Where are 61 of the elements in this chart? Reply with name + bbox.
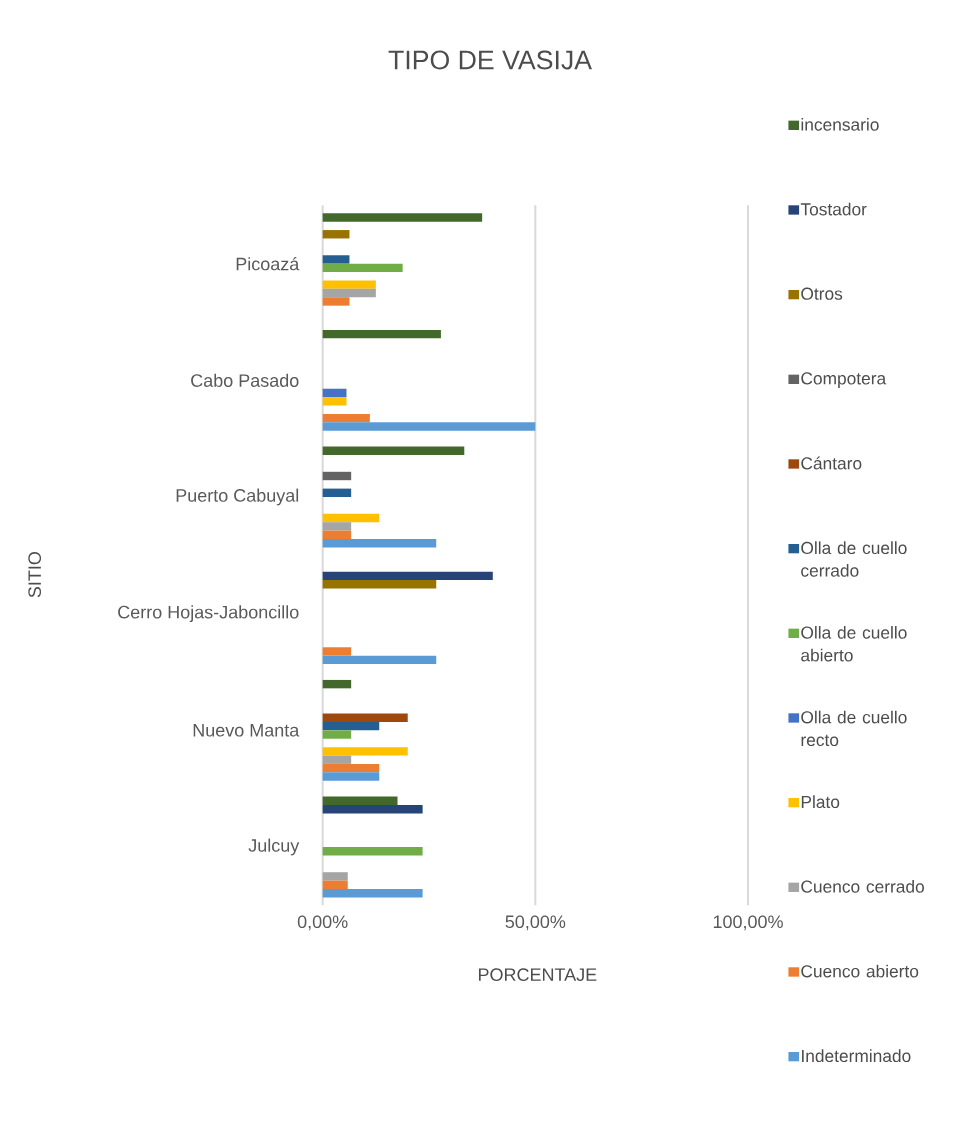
bar [322,796,398,806]
bar [322,413,370,423]
bar [322,263,403,273]
bar [322,288,376,298]
legend-label: Indeterminado [802,1049,911,1063]
bar [322,713,408,722]
bar [322,530,352,539]
legend-label: Otros [801,287,843,300]
bar [322,513,380,523]
legend-label: Plato [801,795,840,809]
bar [322,255,350,264]
legend-label: Olla de cuello abierto [801,626,907,662]
chart-title: TIPO DE VASIJA [388,50,592,70]
bar [322,488,352,497]
bar [322,679,352,689]
bar [322,213,483,222]
bar [322,580,437,589]
bar [322,880,348,890]
bar [322,446,465,455]
bar [322,571,493,581]
bar [322,730,352,739]
legend-label: Cuenco cerrado [801,880,924,893]
legend-label: Cántaro [801,456,862,470]
y-tick-label: Nuevo Manta [193,724,300,737]
bar [322,329,441,339]
bar [322,721,380,731]
legend-label: Olla de cuello recto [801,710,907,747]
bar [322,763,380,773]
bar [322,522,352,531]
x-tick-label: 50,00% [505,915,566,931]
bar [322,655,437,665]
bar [322,889,423,898]
legend-label: Compotera [801,372,887,388]
bar [322,647,352,656]
y-tick-label: Puerto Cabuyal [176,488,299,506]
y-tick-label: Cabo Pasado [191,373,299,387]
bar [322,755,352,764]
legend-label: Tostador [800,202,867,216]
y-axis-title: SITIO [28,551,42,598]
bar [322,297,350,306]
x-tick-label: 0,00% [297,915,348,931]
y-tick-label: Cerro Hojas-Jaboncillo [118,605,299,623]
x-tick-label: 100,00% [713,915,783,931]
legend-label: incensario [801,118,879,131]
bar [322,772,380,781]
y-tick-label: Julcuy [248,838,300,856]
x-axis-title: PORCENTAJE [478,968,597,982]
bar [322,422,536,431]
bar [322,539,437,548]
bar [322,747,408,756]
bar [322,872,348,881]
legend-label: Olla de cuello cerrado [801,541,907,577]
bar [322,847,423,856]
bar [322,388,347,398]
legend-label: Cuenco abierto [801,964,919,978]
bar [322,230,350,239]
y-tick-label: Picoazá [236,256,300,271]
bar [322,805,423,814]
bar [322,397,347,406]
bar [322,280,376,289]
bar [322,471,352,481]
